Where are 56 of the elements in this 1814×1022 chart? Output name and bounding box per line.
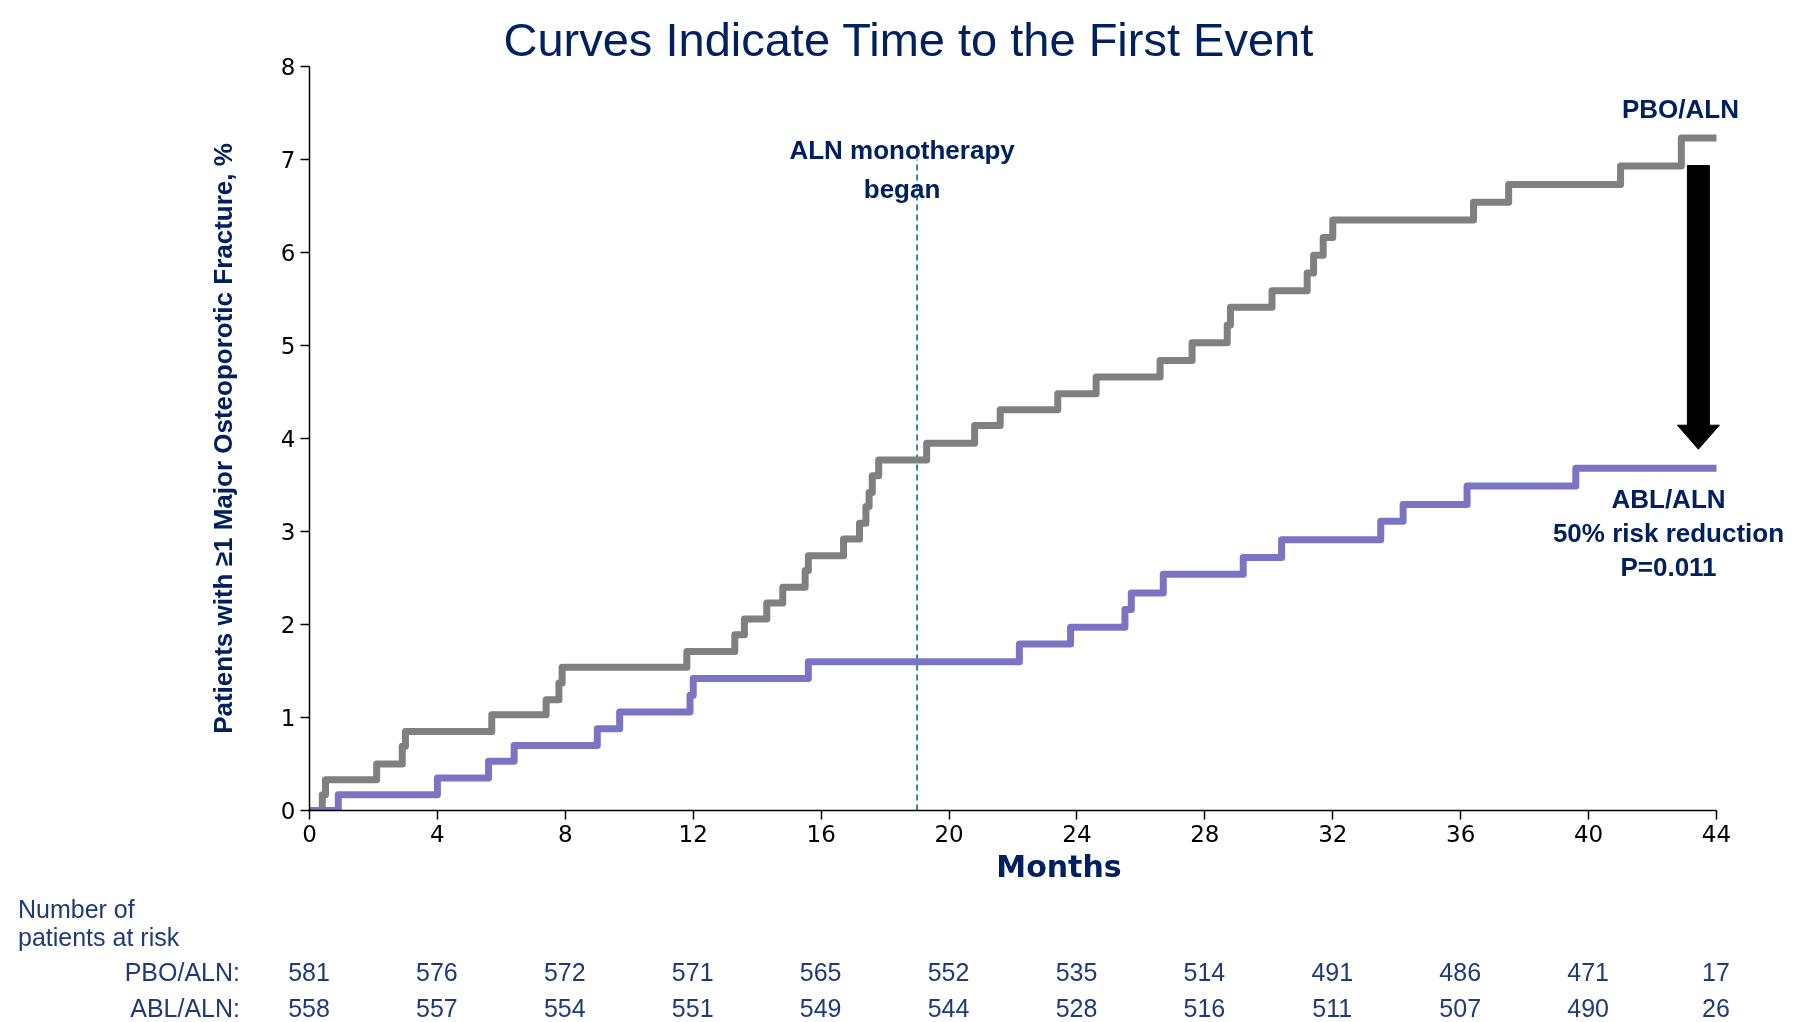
y-axis-title: Patients with ≥1 Major Osteoporotic Fracture, % [207, 143, 238, 734]
series-label: ABL/ALN [1611, 484, 1726, 515]
x-tick-label: 8 [558, 820, 573, 847]
x-axis-title: Months [996, 848, 1122, 884]
text: 486 [1439, 957, 1482, 986]
text: 535 [1055, 957, 1098, 986]
text: 558 [288, 993, 330, 1022]
text: 552 [927, 957, 970, 986]
text: 26 [1702, 993, 1730, 1022]
y-tick-label: 0 [280, 798, 296, 824]
annotation: 50% risk reduction [1552, 518, 1785, 549]
x-tick-label: 24 [1062, 820, 1092, 847]
text: 571 [671, 957, 714, 986]
x-tick-label: 0 [302, 820, 317, 847]
text: 490 [1567, 993, 1609, 1022]
text: 528 [1055, 993, 1098, 1022]
x-tick-label: 28 [1190, 820, 1220, 847]
x-tick-label: 40 [1573, 820, 1604, 847]
text: ABL/ALN: [130, 993, 240, 1022]
text: 511 [1312, 993, 1353, 1022]
y-tick-label: 7 [280, 147, 296, 173]
text: 549 [799, 993, 842, 1022]
x-tick-label: 36 [1446, 820, 1476, 847]
text: 576 [416, 957, 458, 986]
text: 554 [543, 993, 586, 1022]
text: 572 [543, 957, 586, 986]
text: PBO/ALN: [124, 957, 240, 986]
text: 581 [288, 957, 330, 986]
text: 491 [1311, 957, 1354, 986]
text: 514 [1183, 957, 1226, 986]
text: 516 [1183, 993, 1226, 1022]
y-tick-label: 8 [280, 54, 296, 80]
ref-line-label: ALN monotherapy began [789, 134, 1016, 204]
y-tick-label: 4 [280, 426, 296, 452]
text: 557 [416, 993, 458, 1022]
text: 507 [1439, 993, 1482, 1022]
text: 544 [927, 993, 970, 1022]
x-tick-label: 44 [1701, 820, 1732, 847]
text: 551 [671, 993, 714, 1022]
text: 17 [1702, 957, 1730, 986]
chart-title: Curves Indicate Time to the First Event [503, 12, 1314, 66]
x-tick-label: 12 [678, 820, 708, 847]
text: 565 [799, 957, 842, 986]
chart-title: Number of patients at risk [18, 895, 180, 951]
x-tick-label: 4 [430, 820, 445, 847]
y-tick-label: 3 [280, 519, 296, 545]
y-tick-label: 6 [280, 240, 296, 266]
x-tick-label: 20 [934, 820, 964, 847]
y-tick-label: 1 [280, 705, 296, 731]
annotation: P=0.011 [1620, 552, 1717, 583]
y-tick-label: 5 [280, 333, 296, 359]
series-label: PBO/ALN [1622, 94, 1739, 125]
text: 471 [1567, 957, 1609, 986]
x-tick-label: 32 [1318, 820, 1348, 847]
x-tick-label: 16 [806, 820, 836, 847]
y-tick-label: 2 [280, 612, 296, 638]
